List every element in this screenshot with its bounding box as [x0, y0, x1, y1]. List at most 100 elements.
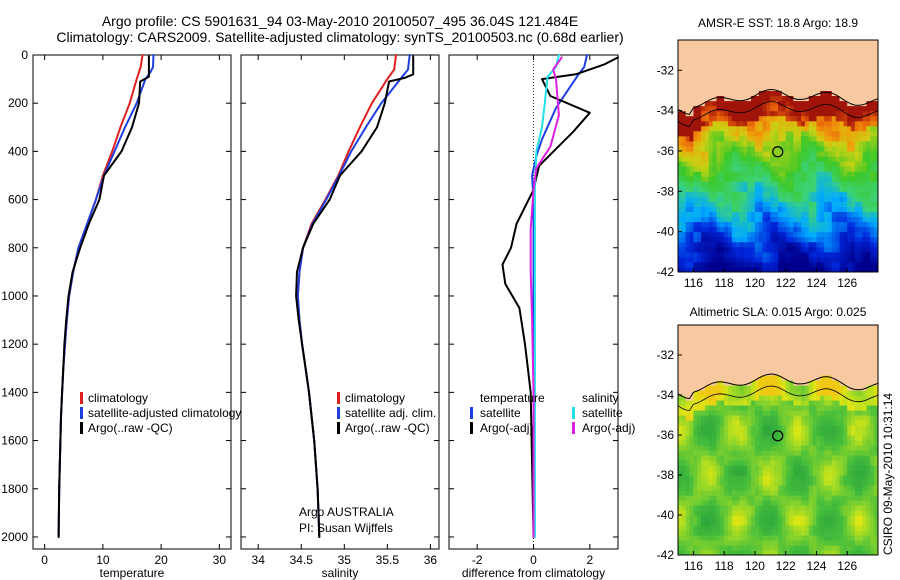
sst-map-cell [820, 80, 825, 86]
sst-map-cell [778, 151, 783, 157]
sla-map-cell [797, 415, 802, 421]
sla-map-cell [708, 360, 714, 366]
sla-map-cell [712, 355, 717, 361]
sla-map-cell [808, 520, 814, 526]
sst-map-cell [731, 161, 737, 167]
sla-map-cell [681, 435, 687, 441]
sla-map-cell [801, 505, 806, 511]
sst-map-cell [735, 161, 741, 167]
sla-map-cell [712, 390, 717, 396]
sst-map-cell [758, 135, 764, 142]
sla-map-cell [870, 340, 875, 346]
sst-map-cell [824, 256, 829, 263]
sst-map-cell [854, 70, 860, 76]
sla-map-cell [689, 515, 694, 521]
sst-map-cell [716, 211, 721, 218]
sla-map-cell [697, 400, 702, 406]
sst-map-cell [839, 100, 844, 107]
sst-map-cell [766, 226, 771, 233]
sst-map-cell [693, 40, 698, 46]
sla-map-cell [689, 440, 694, 446]
sla-xtick-label: 120 [745, 559, 765, 573]
sst-map-cell [839, 90, 844, 96]
sst-map-cell [728, 211, 733, 218]
sla-map-cell [693, 455, 698, 461]
sla-map-cell [824, 530, 829, 536]
sst-map-cell [785, 256, 791, 263]
sla-map-cell [870, 395, 875, 401]
sla-map-cell [678, 375, 683, 381]
sla-map-cell [858, 445, 864, 451]
sst-map-cell [685, 65, 691, 71]
sst-map-cell [804, 231, 810, 238]
sst-map-cell [701, 161, 706, 167]
sst-map-cell [697, 85, 702, 91]
sla-map-cell [754, 510, 760, 516]
sla-map-cell [712, 550, 717, 555]
sla-map-cell [820, 450, 825, 456]
sst-map-cell [874, 256, 878, 263]
sla-map-cell [716, 365, 721, 371]
sla-map-cell [854, 380, 860, 386]
sla-map-cell [789, 500, 794, 506]
sla-map-cell [843, 510, 848, 516]
sla-map-cell [774, 405, 779, 411]
sla-map-cell [843, 325, 848, 331]
sst-map-cell [758, 125, 764, 132]
sla-map-cell [824, 375, 829, 381]
sst-map-cell [862, 256, 867, 263]
sst-map-cell [720, 221, 725, 228]
sst-map-cell [697, 267, 702, 272]
sla-map-cell [731, 455, 737, 461]
sst-map-cell [789, 171, 794, 177]
salinity-xtick-label: 35 [338, 553, 352, 567]
sst-map-cell [785, 120, 791, 127]
sst-map-cell [812, 246, 817, 253]
sla-map-cell [716, 425, 721, 431]
sla-map-cell [735, 415, 741, 421]
sla-map-cell [720, 460, 725, 466]
sla-map-cell [766, 455, 771, 461]
sst-map-cell [851, 196, 856, 202]
sla-map-cell [747, 355, 752, 361]
sst-map-cell [870, 85, 875, 91]
sla-map-cell [735, 470, 741, 476]
sst-map-cell [716, 40, 721, 46]
sla-map-cell [793, 325, 798, 331]
sla-map-cell [704, 405, 710, 411]
sla-map-cell [808, 410, 814, 416]
sla-map-cell [808, 435, 814, 441]
sla-map-cell [693, 395, 698, 401]
sst-map-cell [685, 267, 691, 272]
sst-map-cell [847, 191, 852, 197]
sla-map-cell [820, 370, 825, 376]
sla-map-cell [770, 400, 775, 406]
sst-map-cell [716, 201, 721, 207]
sla-map-cell [712, 475, 717, 481]
sst-map-cell [839, 216, 844, 223]
sst-map-cell [685, 176, 691, 182]
sst-map-cell [731, 75, 737, 81]
sla-map-cell [828, 490, 833, 496]
sst-map-cell [804, 40, 810, 46]
sla-map-cell [843, 440, 848, 446]
sla-map-cell [685, 360, 691, 366]
sst-map-cell [774, 251, 779, 258]
sla-map-cell [866, 400, 871, 406]
sla-map-cell [854, 520, 860, 526]
sla-map-cell [804, 510, 810, 516]
sst-map-cell [751, 80, 756, 86]
sst-map-cell [801, 267, 806, 272]
sst-map-cell [758, 206, 764, 212]
sla-map-cell [708, 370, 714, 376]
sst-map-cell [708, 90, 714, 96]
sla-map-cell [712, 470, 717, 476]
sla-map-cell [701, 480, 706, 486]
sla-map-cell [774, 450, 779, 456]
sst-map-cell [847, 166, 852, 172]
sst-map-cell [739, 115, 744, 122]
sst-map-cell [804, 206, 810, 212]
sst-map-cell [724, 246, 729, 253]
sla-map-cell [751, 330, 756, 336]
sst-map-cell [862, 186, 867, 192]
